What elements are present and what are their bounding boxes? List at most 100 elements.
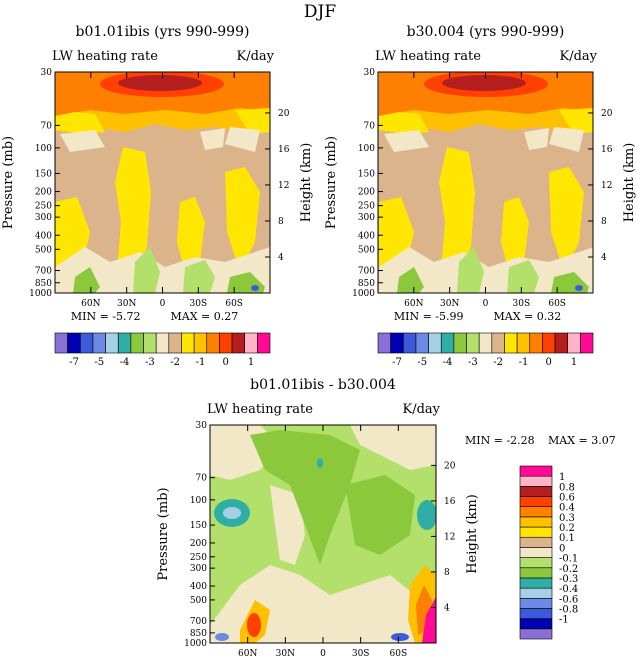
colorbar-box [504,332,518,354]
colorbar-label: -5 [417,357,427,368]
x-tick-label: 60S [390,649,408,659]
height-tick-label: 8 [444,568,450,578]
colorbar-box [130,332,144,354]
colorbar-box [519,618,553,630]
colorbar-label: 0.1 [559,533,575,544]
y-axis-label-right: Height (km) [622,143,637,223]
contour-band-cream-lower [55,247,270,293]
y-tick-label: 70 [196,474,208,484]
contour-band-cream-right [225,127,260,152]
contour-band-green-right [345,475,415,555]
contour-band-green-1 [73,267,100,293]
contour-field [378,72,593,293]
y-tick-label: 300 [190,564,207,574]
colorbar-box [519,536,553,548]
contour-band-yellow-column-2 [115,147,151,282]
colorbar-box [519,587,553,599]
colorbar-box [193,332,208,354]
y-tick-label: 500 [358,245,375,255]
x-tick-label: 60N [81,299,100,309]
contour-band-yellow-right [235,108,270,134]
y-tick-label: 300 [358,213,375,223]
colorbar-label: -1 [559,615,569,626]
contour-band-yellow-column-2 [439,147,475,282]
y-tick-label: 400 [35,231,52,241]
y-tick-label: 400 [190,582,207,592]
x-tick-label: 60N [238,649,257,659]
contour-band-lightblue [223,507,241,519]
height-tick-label: 16 [601,145,613,155]
y-tick-label: 500 [35,245,52,255]
y-tick-label: 850 [35,279,52,289]
height-tick-label: 4 [601,253,607,263]
contour-field [210,425,436,643]
height-tick-label: 20 [278,109,290,119]
colorbar-label: -0.2 [559,564,578,575]
colorbar-box [390,332,404,354]
height-tick-label: 20 [601,109,613,119]
contour-band-blue-spot [575,285,583,291]
min-label: MIN = -5.72 [71,310,141,323]
colorbar-box [117,332,132,354]
contour-band-blue-spot [251,285,259,291]
colorbar-label: 1 [559,472,565,483]
y-tick-label: 70 [41,121,53,131]
colorbar-label: -4 [120,357,130,368]
colorbar-label: -1 [196,357,206,368]
colorbar-label: 0.4 [559,503,575,514]
colorbar-label: -3 [145,357,155,368]
colorbar-box [519,577,553,589]
x-tick-label: 0 [320,649,326,659]
colorbar-box [466,332,480,354]
y-tick-label: 150 [35,169,52,179]
y-tick-label: 700 [358,267,375,277]
height-tick-label: 16 [278,145,290,155]
y-axis-label: Pressure (mb) [156,487,171,580]
contour-band-green-light-1 [133,247,160,293]
x-tick-label: 60N [404,299,423,309]
colorbar-label: 0.6 [559,493,575,504]
colorbar-label: 1 [248,357,254,368]
panel-difference: b01.01ibis - b30.004 LW heating rate K/day… [156,377,616,659]
figure-title: DJF [304,2,336,22]
colorbar-label: -0.8 [559,604,578,615]
min-label: MIN = -5.99 [394,310,464,323]
x-tick-label: 30S [513,299,531,309]
x-tick-label: 0 [483,299,489,309]
colorbar-box [519,496,553,508]
min-label: MIN = -2.28 [465,434,535,447]
colorbar-box [529,332,543,354]
colorbar-box [54,332,68,354]
colorbar-label: 1 [571,357,577,368]
colorbar-box [554,332,569,354]
y-tick-label: 200 [35,188,52,198]
colorbar-box [542,332,556,354]
colorbar-box [519,516,553,528]
contour-band-darkred [118,75,202,91]
colorbar-label: -0.4 [559,584,578,595]
colorbar-box [257,332,271,354]
y-tick-label: 30 [41,68,53,78]
colorbar-label: -7 [392,357,402,368]
panel-control-run: b01.01ibis (yrs 990-999) LW heating rate K… [1,24,314,323]
y-tick-label: 300 [35,213,52,223]
colorbar-box [519,608,553,619]
height-tick-label: 16 [444,497,456,507]
colorbar-box [519,526,553,538]
height-tick-label: 4 [444,603,450,613]
y-axis-label-right: Height (km) [299,143,314,223]
y-axis-label-right: Height (km) [465,494,480,574]
colorbar-box [428,332,442,354]
contour-band-yellow-column-3 [501,197,529,272]
y-tick-label: 100 [358,144,375,154]
x-tick-label: 60S [225,299,243,309]
x-tick-label: 0 [160,299,166,309]
contour-band-blue-right [391,633,409,641]
contour-band-yellow-left [379,112,429,134]
y-tick-label: 150 [358,169,375,179]
colorbar-box [206,332,220,354]
colorbar-label: -5 [94,357,104,368]
colorbar-box [491,332,505,354]
contour-band-green-1 [397,267,424,293]
y-tick-label: 200 [190,539,207,549]
